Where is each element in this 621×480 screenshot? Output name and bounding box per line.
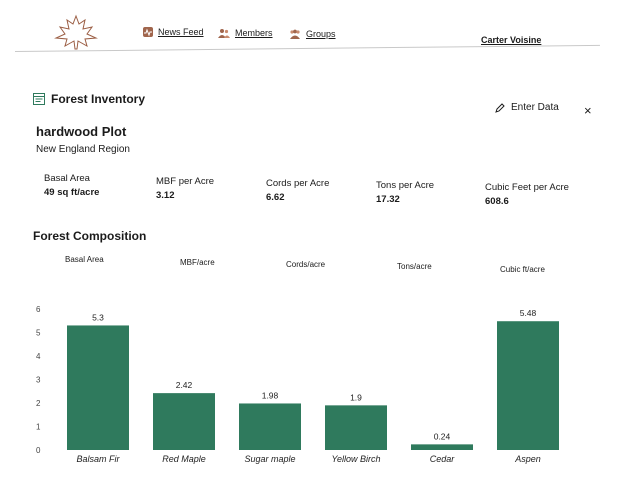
bar-value-label: 1.9 (350, 392, 362, 402)
plot-region: New England Region (36, 144, 130, 155)
maple-leaf-logo (54, 14, 98, 50)
news-icon (143, 27, 153, 37)
bar (325, 405, 387, 450)
page-title: Forest Inventory (51, 92, 146, 106)
x-tick-label: Cedar (430, 454, 456, 464)
metric-tab-cubic-ft[interactable]: Cubic ft/acre (500, 265, 545, 274)
stat-label: Cords per Acre (266, 178, 330, 189)
user-name-link[interactable]: Carter Voisine (481, 35, 542, 45)
stat-value: 6.62 (266, 192, 285, 203)
stat-label: MBF per Acre (156, 176, 215, 187)
y-tick-label: 5 (36, 329, 41, 338)
nav-groups-label: Groups (306, 29, 336, 39)
stat-tons: Tons per Acre 17.32 (376, 180, 434, 205)
composition-title: Forest Composition (33, 229, 147, 243)
nav-members-label: Members (235, 28, 273, 38)
bar-value-label: 0.24 (434, 431, 451, 441)
x-tick-label: Red Maple (162, 454, 206, 464)
x-tick-label: Sugar maple (244, 454, 295, 464)
stat-value: 608.6 (485, 196, 509, 207)
header-divider (14, 44, 600, 52)
bar-value-label: 2.42 (176, 380, 193, 390)
metric-tab-cords[interactable]: Cords/acre (286, 260, 326, 269)
x-tick-label: Yellow Birch (331, 454, 380, 464)
stat-value: 3.12 (156, 190, 175, 201)
bar (239, 403, 301, 450)
forest-composition-chart: 0 1 2 3 4 5 6 5.3 Balsam Fir 2.42 Red Maple 1.98 Sug… (36, 305, 559, 464)
nav-members[interactable]: Members (218, 28, 273, 38)
stat-label: Basal Area (44, 173, 90, 184)
stat-value: 17.32 (376, 194, 400, 205)
y-tick-label: 3 (36, 376, 41, 385)
stat-cords: Cords per Acre 6.62 (266, 178, 329, 203)
pencil-icon (495, 102, 505, 113)
nav-news-feed[interactable]: News Feed (143, 27, 204, 37)
bar (67, 325, 129, 450)
stat-basal-area: Basal Area 49 sq ft/acre (44, 173, 99, 198)
metric-tab-tons[interactable]: Tons/acre (397, 262, 432, 271)
y-tick-label: 0 (36, 446, 41, 455)
metric-tab-mbf[interactable]: MBF/acre (180, 258, 215, 267)
bar (153, 393, 215, 450)
bar-value-label: 5.3 (92, 312, 104, 322)
y-tick-label: 6 (36, 305, 41, 314)
bar (497, 321, 559, 450)
close-icon[interactable]: × (584, 103, 592, 118)
y-tick-label: 2 (36, 399, 41, 408)
groups-icon (289, 29, 301, 39)
members-icon (218, 28, 230, 38)
enter-data-label: Enter Data (511, 102, 559, 113)
metric-tab-basal-area[interactable]: Basal Area (65, 255, 104, 264)
enter-data-button[interactable]: Enter Data (495, 102, 559, 113)
nav-news-feed-label: News Feed (158, 27, 204, 37)
plot-name: hardwood Plot (36, 124, 127, 139)
stat-label: Tons per Acre (376, 180, 435, 191)
stat-mbf: MBF per Acre 3.12 (156, 176, 214, 201)
bar-value-label: 5.48 (520, 308, 537, 318)
nav-groups[interactable]: Groups (289, 29, 336, 39)
forest-inventory-header: Forest Inventory (33, 92, 145, 106)
x-tick-label: Balsam Fir (76, 454, 120, 464)
inventory-icon (33, 93, 45, 105)
stat-cubic-feet: Cubic Feet per Acre 608.6 (485, 182, 569, 207)
bar-value-label: 1.98 (262, 390, 279, 400)
y-tick-label: 1 (36, 423, 41, 432)
stat-value: 49 sq ft/acre (44, 187, 100, 198)
bar (411, 444, 473, 450)
y-tick-label: 4 (36, 352, 41, 361)
x-tick-label: Aspen (514, 454, 541, 464)
stat-label: Cubic Feet per Acre (485, 182, 569, 193)
